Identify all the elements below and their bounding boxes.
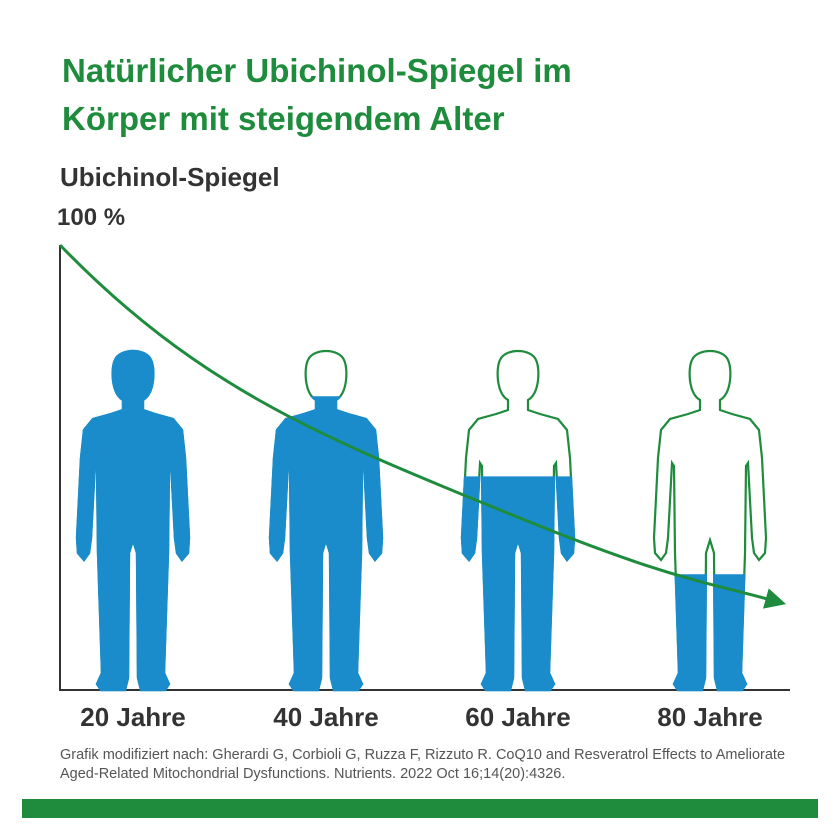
figure <box>652 349 768 692</box>
figure-fill <box>75 349 191 692</box>
figure-fill <box>268 396 384 692</box>
figure-outline <box>652 349 768 692</box>
figure <box>75 349 191 692</box>
y-axis-label: Ubichinol-Spiegel <box>60 162 280 192</box>
x-tick-label: 40 Jahre <box>273 702 379 732</box>
figure <box>268 349 384 692</box>
source-note: Grafik modifiziert nach: Gherardi G, Cor… <box>60 747 786 782</box>
figure-fill <box>672 574 748 692</box>
y-tick-label: 100 % <box>57 204 125 231</box>
figure <box>460 349 576 692</box>
title-line: Natürlicher Ubichinol-Spiegel im <box>62 52 572 89</box>
trend-curve <box>58 243 787 609</box>
x-tick-label: 60 Jahre <box>465 702 571 732</box>
x-tick-label: 80 Jahre <box>657 702 763 732</box>
title-line: Körper mit steigendem Alter <box>62 100 505 137</box>
figures <box>75 349 768 692</box>
x-tick-label: 20 Jahre <box>80 702 186 732</box>
footer-bar <box>22 799 818 818</box>
